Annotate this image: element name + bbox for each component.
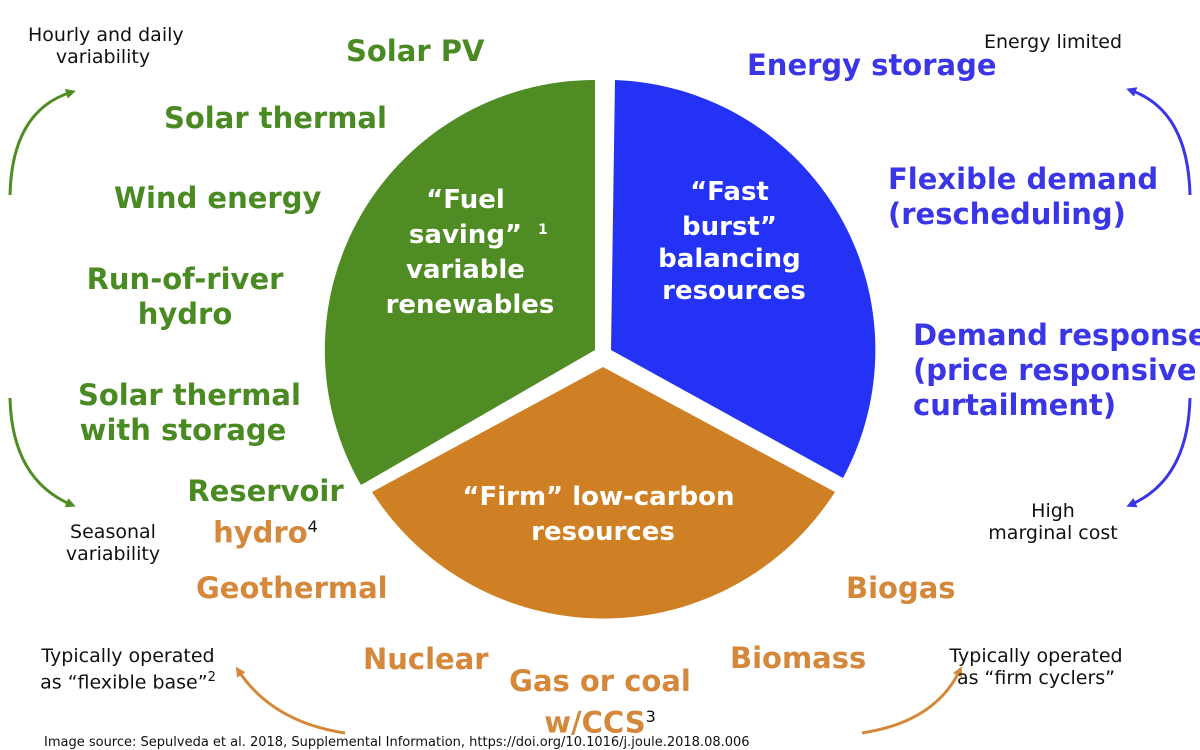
label-solar-thermal-storage: Solar thermal with storage [78,378,301,448]
solar-storage-line1: Solar thermal [78,378,301,412]
label-reservoir-hydro: Reservoir hydro4 [178,474,353,551]
note-high-marginal-cost: High marginal cost [978,500,1128,544]
reservoir-line1: Reservoir [187,474,344,508]
svg-text:“Firm” low-carbon resource: “Firm” low-carbon resources [462,482,743,547]
arrow-flexible-base [235,666,346,735]
run-of-river-line1: Run-of-river [86,262,284,296]
note-hourly-daily: Hourly and daily variability [28,24,184,68]
arrow-firm-cyclers [861,666,962,735]
label-demand-response: Demand response (price responsive curtai… [913,318,1200,423]
wedge-firm [372,367,835,619]
note-flex-base-line1: Typically operated [41,645,215,667]
wedge-fuel-saving [324,79,595,486]
label-energy-storage: Energy storage [747,48,997,82]
arrow-energy-limited [1126,87,1192,196]
note-high-line2: marginal cost [988,522,1118,544]
flex-demand-line2: (rescheduling) [888,197,1126,231]
gas-coal-footnote: 3 [645,707,656,726]
note-energy-limited: Energy limited [983,31,1123,53]
arrow-high-cost [1126,397,1192,508]
demand-resp-line3: curtailment) [913,388,1117,422]
fast-burst-line3: balancing [658,244,801,274]
note-hourly-line2: variability [55,46,151,68]
fuel-saving-footnote: 1 [538,222,548,238]
label-flexible-demand: Flexible demand (rescheduling) [888,162,1158,232]
firm-line2: resources [531,517,675,547]
image-source-caption: Image source: Sepulveda et al. 2018, Sup… [44,735,750,750]
gas-coal-line1: Gas or coal [509,664,691,698]
note-firm-cyclers-line2: as “firm cyclers” [956,667,1116,689]
demand-resp-line2: (price responsive [913,353,1197,387]
arrow-seasonal-to-bottom [8,397,76,508]
fast-burst-line2: burst” [682,212,777,242]
note-flex-base-footnote: 2 [207,670,216,685]
note-high-line1: High [1031,500,1075,522]
run-of-river-line2: hydro [137,297,233,331]
label-run-of-river: Run-of-river hydro [80,262,290,332]
solar-storage-line2: with storage [79,413,287,447]
label-solar-thermal: Solar thermal [164,101,387,135]
note-firm-cyclers-line1: Typically operated [949,645,1123,667]
demand-resp-line1: Demand response [913,318,1200,352]
fuel-saving-line2: saving” [409,220,522,250]
label-biogas: Biogas [846,571,956,605]
fast-burst-line4: resources [662,276,806,306]
label-geothermal: Geothermal [196,571,388,605]
label-gas-coal: Gas or coal w/CCS3 [500,664,700,741]
reservoir-line2: hydro [213,515,308,550]
note-seasonal-line2: variability [65,543,161,565]
label-biomass: Biomass [730,641,867,675]
label-solar-pv: Solar PV [346,34,485,68]
note-hourly-line1: Hourly and daily [28,24,184,46]
arrow-hourly-to-top [8,88,76,196]
label-nuclear: Nuclear [363,642,489,676]
note-flex-base-line2: as “flexible base” [40,671,208,694]
wedge-fast-burst [611,80,876,478]
note-seasonal-line1: Seasonal [70,521,156,543]
reservoir-footnote: 4 [307,517,318,536]
fuel-saving-line4: renewables [386,290,555,320]
firm-line1: “Firm” low-carbon [462,482,734,512]
note-seasonal: Seasonal variability [38,521,188,565]
flex-demand-line1: Flexible demand [888,162,1159,196]
note-firm-cyclers: Typically operated as “firm cyclers” [936,645,1136,689]
svg-text:“Fuel saving” variable: “Fuel saving” variable renewables [386,185,555,320]
gas-coal-line2: w/CCS [544,705,646,740]
label-wind-energy: Wind energy [114,181,322,215]
note-flexible-base: Typically operated as “flexible base”2 [28,645,228,693]
fast-burst-line1: “Fast [690,177,769,207]
svg-text:“Fast burst” balancing: “Fast burst” balancing resources [658,177,810,306]
fuel-saving-line3: variable [406,255,525,285]
fuel-saving-line1: “Fuel [426,185,505,215]
